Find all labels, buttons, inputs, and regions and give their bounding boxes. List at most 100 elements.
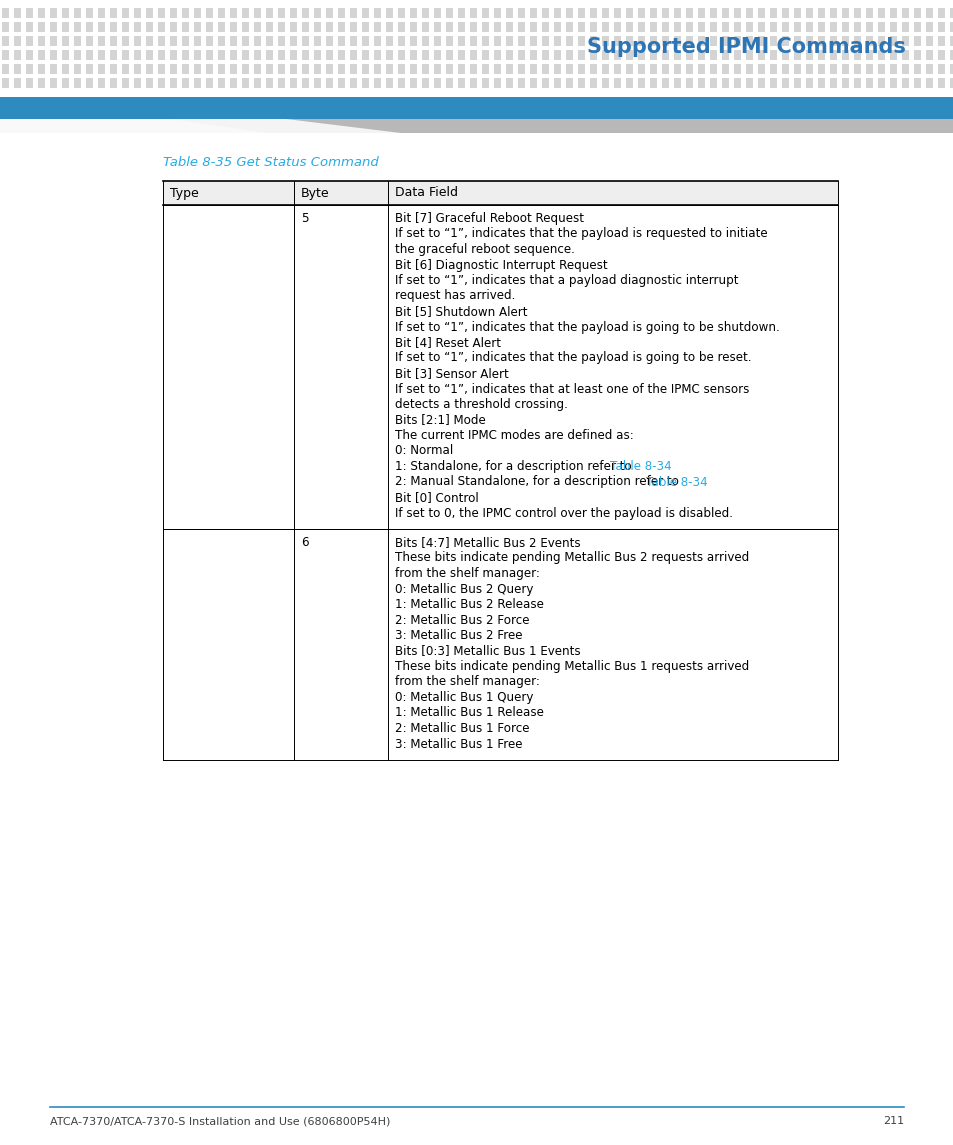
Bar [649, 64, 657, 74]
Text: Bit [5] Shutdown Alert: Bit [5] Shutdown Alert [395, 305, 527, 318]
Bar [698, 78, 704, 88]
Bar [2, 64, 9, 74]
Bar [781, 50, 788, 60]
Bar [601, 64, 608, 74]
Bar [146, 35, 152, 46]
Bar [865, 78, 872, 88]
Bar [361, 22, 369, 32]
Bar [758, 35, 764, 46]
Bar [182, 8, 189, 18]
Bar [266, 22, 273, 32]
Bar [565, 78, 573, 88]
Text: ATCA-7370/ATCA-7370-S Installation and Use (6806800P54H): ATCA-7370/ATCA-7370-S Installation and U… [50, 1116, 390, 1126]
Bar [745, 64, 752, 74]
Bar [709, 50, 717, 60]
Text: 0: Normal: 0: Normal [395, 444, 453, 458]
Bar [721, 50, 728, 60]
Bar [805, 22, 812, 32]
Bar [410, 64, 416, 74]
Bar [158, 64, 165, 74]
Bar [457, 8, 464, 18]
Bar [889, 78, 896, 88]
Bar [26, 50, 33, 60]
Bar [673, 8, 680, 18]
Bar [410, 35, 416, 46]
Bar [817, 78, 824, 88]
Bar [242, 78, 249, 88]
Bar [758, 50, 764, 60]
Bar [290, 35, 296, 46]
Text: Bit [3] Sensor Alert: Bit [3] Sensor Alert [395, 368, 508, 380]
Bar [350, 78, 356, 88]
Bar [554, 8, 560, 18]
Bar [625, 22, 633, 32]
Bar [206, 8, 213, 18]
Bar [302, 8, 309, 18]
Bar [853, 50, 861, 60]
Bar [242, 8, 249, 18]
Bar [913, 50, 920, 60]
Bar [361, 78, 369, 88]
Bar [817, 8, 824, 18]
Bar [937, 22, 944, 32]
Bar [614, 50, 620, 60]
Bar [62, 8, 69, 18]
Bar [386, 78, 393, 88]
Bar [277, 78, 285, 88]
Bar [253, 8, 261, 18]
Bar [133, 78, 141, 88]
Bar [565, 35, 573, 46]
Text: Bit [7] Graceful Reboot Request: Bit [7] Graceful Reboot Request [395, 212, 583, 226]
Bar [182, 35, 189, 46]
Bar [434, 78, 440, 88]
Bar [589, 35, 597, 46]
Bar [925, 78, 932, 88]
Bar [50, 64, 57, 74]
Bar [314, 22, 320, 32]
Bar [913, 22, 920, 32]
Bar [38, 35, 45, 46]
Bar [457, 50, 464, 60]
Bar [638, 64, 644, 74]
Bar [86, 35, 92, 46]
Bar [793, 22, 801, 32]
Bar [253, 64, 261, 74]
Bar [733, 50, 740, 60]
Bar [817, 35, 824, 46]
Bar [163, 205, 837, 529]
Bar [218, 22, 225, 32]
Text: These bits indicate pending Metallic Bus 2 requests arrived: These bits indicate pending Metallic Bus… [395, 552, 748, 564]
Text: Bit [0] Control: Bit [0] Control [395, 491, 478, 504]
Bar [62, 78, 69, 88]
Bar [805, 35, 812, 46]
Bar [110, 8, 117, 18]
Text: Type: Type [170, 187, 198, 199]
Bar [290, 22, 296, 32]
Bar [434, 50, 440, 60]
Bar [230, 64, 236, 74]
Bar [517, 78, 524, 88]
Bar [925, 35, 932, 46]
Bar [565, 50, 573, 60]
Bar [446, 78, 453, 88]
Bar [337, 64, 345, 74]
Bar [374, 35, 380, 46]
Text: 2: Metallic Bus 1 Force: 2: Metallic Bus 1 Force [395, 722, 529, 735]
Bar [829, 35, 836, 46]
Bar [949, 78, 953, 88]
Bar [505, 64, 513, 74]
Bar [614, 35, 620, 46]
Bar [673, 35, 680, 46]
Bar [50, 78, 57, 88]
Bar [853, 35, 861, 46]
Bar [242, 50, 249, 60]
Bar [457, 22, 464, 32]
Text: 0: Metallic Bus 2 Query: 0: Metallic Bus 2 Query [395, 583, 533, 595]
Bar [74, 35, 81, 46]
Text: Table 8-34: Table 8-34 [645, 475, 706, 489]
Bar [374, 22, 380, 32]
Bar [434, 64, 440, 74]
Bar [721, 64, 728, 74]
Bar [470, 35, 476, 46]
Bar [614, 22, 620, 32]
